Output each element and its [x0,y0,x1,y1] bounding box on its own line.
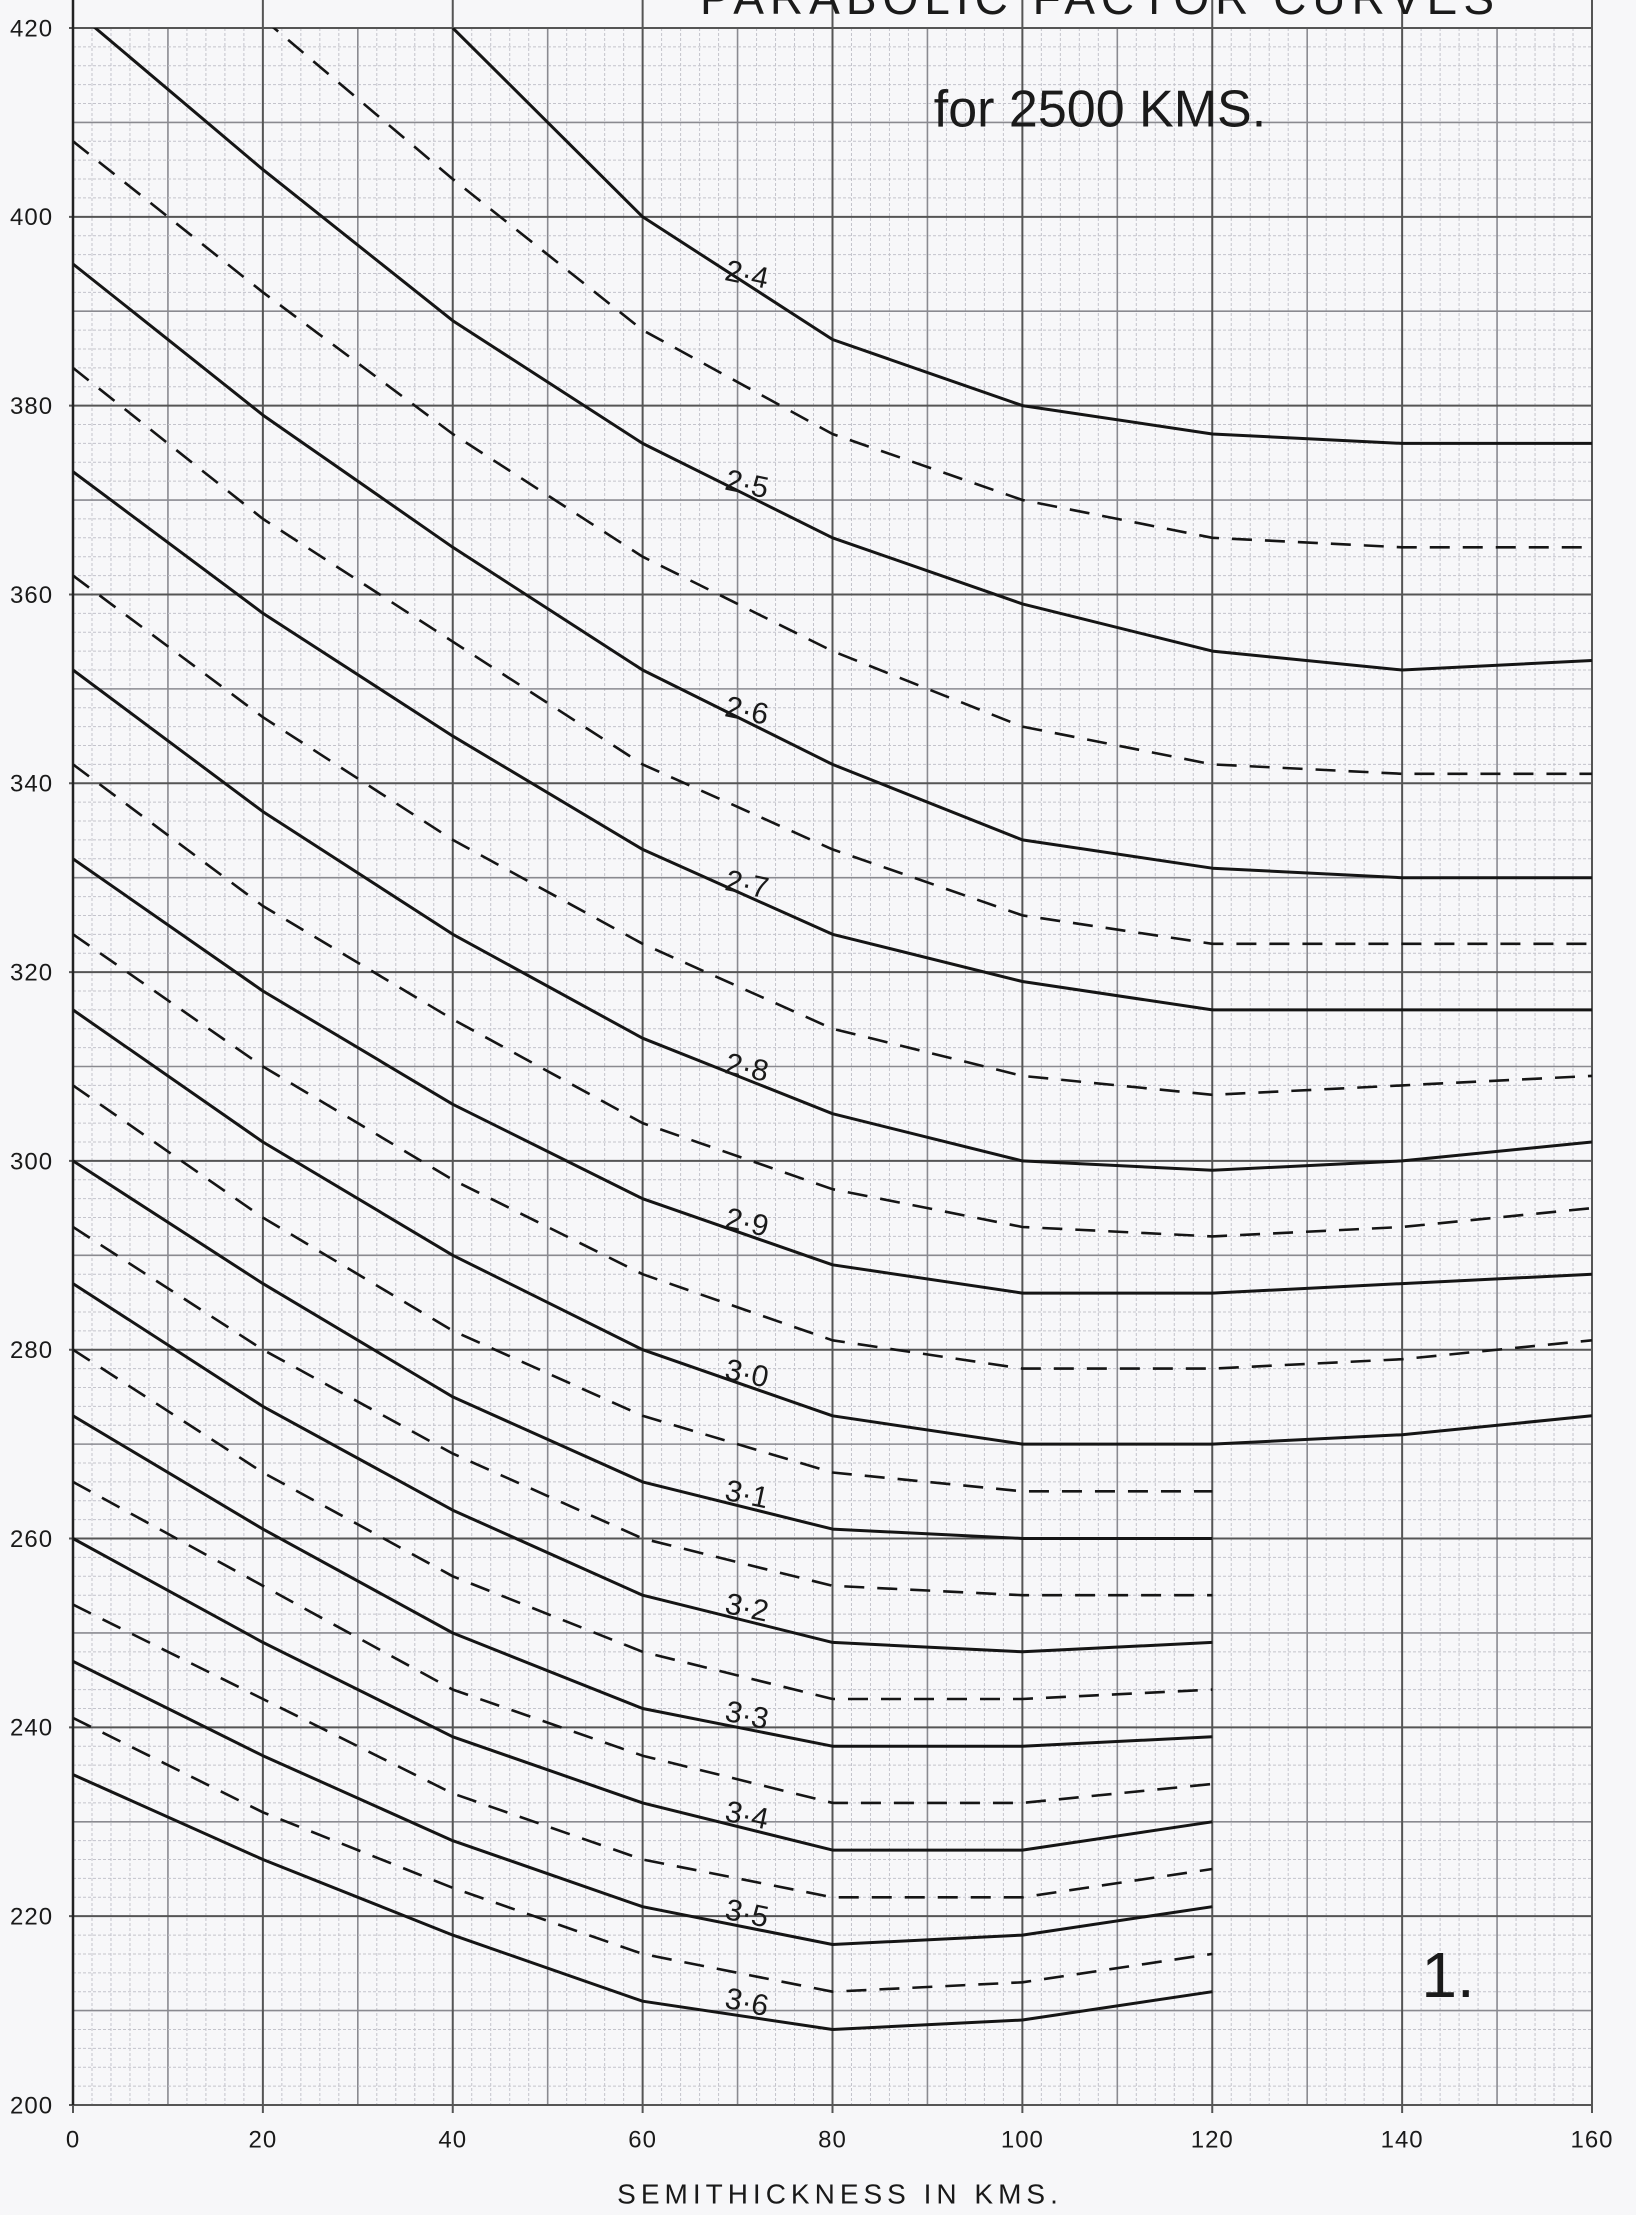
y-tick-label: 300 [10,1148,53,1175]
y-tick-label: 280 [10,1337,53,1364]
y-tick-label: 420 [10,15,53,42]
annotation: 1. [1421,1939,1474,2011]
x-tick-label: 60 [628,2126,657,2153]
x-axis-label: SEMITHICKNESS IN KMS. [617,2178,1063,2209]
chart-title: PARABOLIC FACTOR CURVES [700,0,1500,24]
chart: PARABOLIC FACTOR CURVES for 2500 KMS. SE… [0,0,1636,2215]
x-tick-label: 100 [1001,2126,1044,2153]
x-tick-label: 160 [1570,2126,1613,2153]
x-tick-label: 20 [249,2126,278,2153]
x-tick-label: 140 [1381,2126,1424,2153]
y-tick-label: 220 [10,1904,53,1931]
x-tick-label: 40 [438,2126,467,2153]
x-tick-label: 80 [818,2126,847,2153]
y-tick-label: 400 [10,204,53,231]
y-tick-label: 200 [10,2092,53,2119]
y-tick-label: 380 [10,393,53,420]
chart-subtitle: for 2500 KMS. [934,81,1266,139]
x-tick-label: 120 [1191,2126,1234,2153]
y-tick-label: 240 [10,1715,53,1742]
x-tick-label: 0 [66,2126,80,2153]
y-tick-label: 260 [10,1526,53,1553]
y-tick-label: 340 [10,771,53,798]
y-tick-label: 360 [10,582,53,609]
y-tick-label: 320 [10,959,53,986]
